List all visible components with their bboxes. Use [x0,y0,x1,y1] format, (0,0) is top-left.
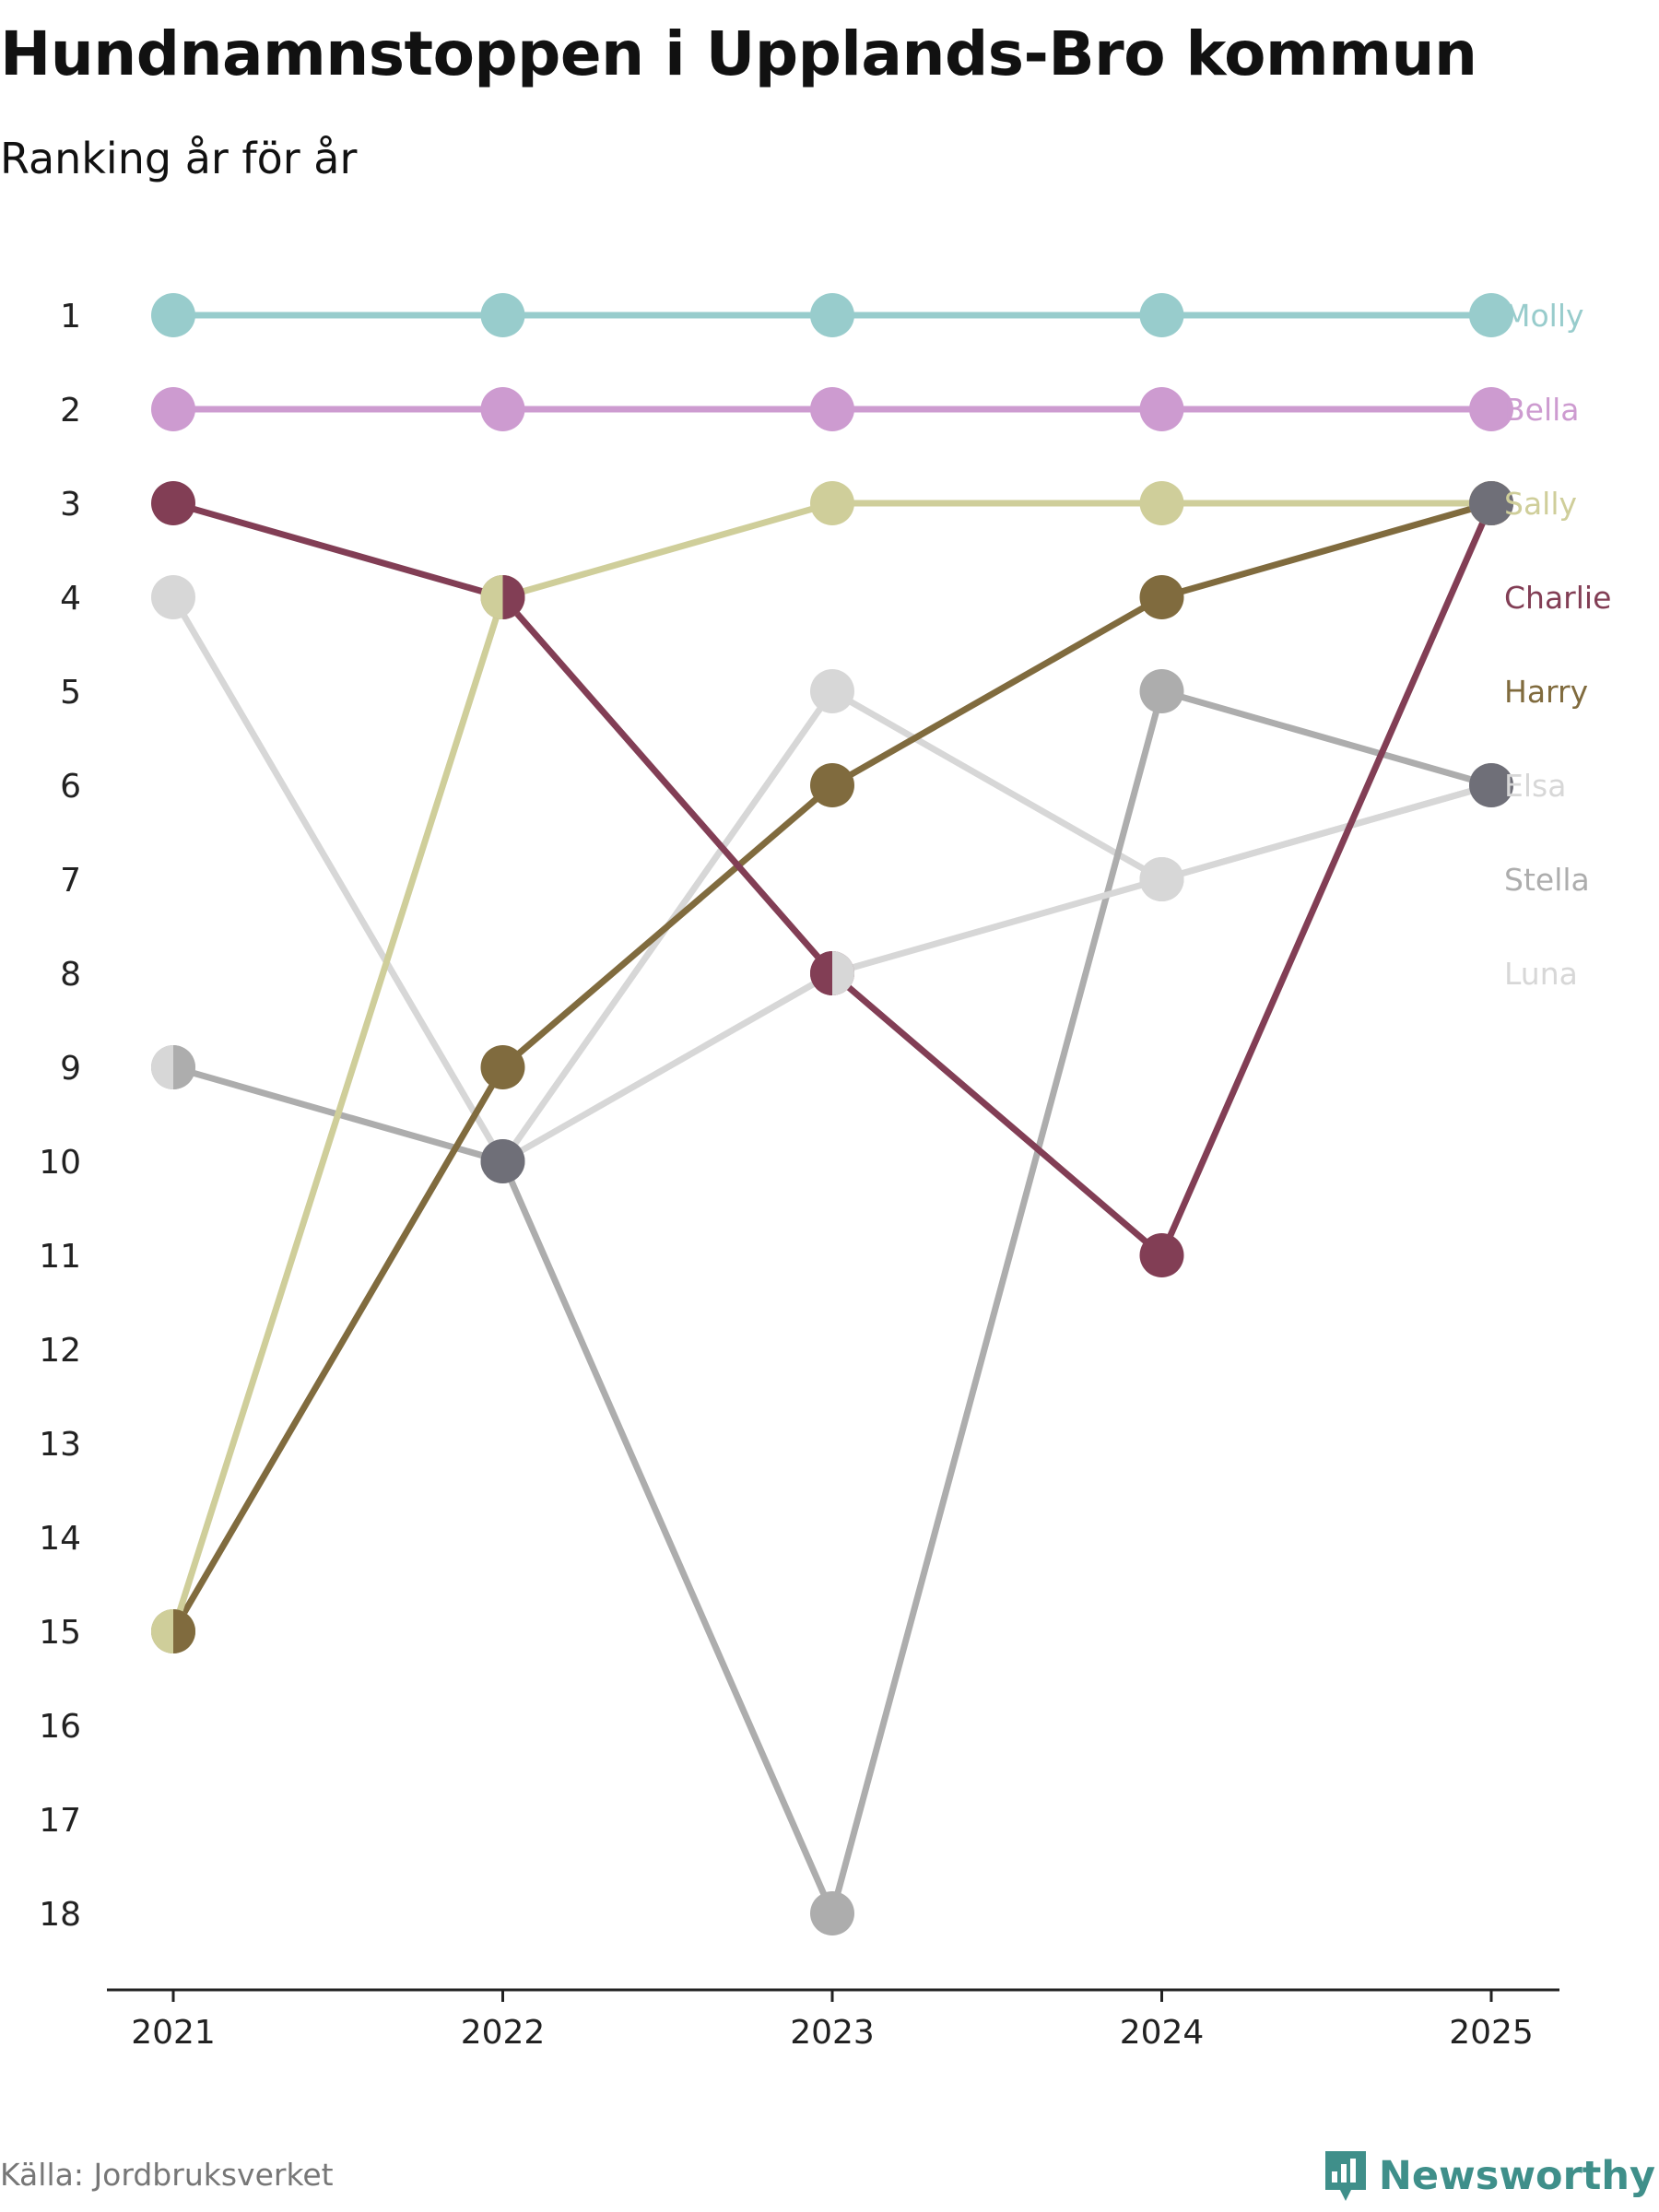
point-stella-2023 [810,1891,854,1936]
point-molly-2021 [151,293,195,337]
shared-point-2021-rank-9-right [173,1045,195,1089]
y-tick-label-2: 2 [60,392,81,429]
shared-point-2022-rank-10 [480,1139,525,1183]
shared-point-2023-rank-8-left [810,951,832,995]
point-sally-2023 [810,481,854,525]
y-tick-label-8: 8 [60,956,81,994]
x-tick-label-2023: 2023 [790,2014,875,2052]
y-tick-label-15: 15 [39,1614,81,1652]
y-tick-label-6: 6 [60,768,81,806]
x-tick-label-2022: 2022 [461,2014,546,2052]
y-tick-label-12: 12 [39,1332,81,1370]
series-line-charlie [170,500,1495,1259]
point-bella-2024 [1139,387,1184,431]
end-label-elsa: Elsa [1504,768,1566,804]
series-line-elsa [500,782,1495,1165]
bump-chart: Molly Bella Sally Charlie Harry Elsa Stella Lun… [39,293,1611,2052]
shared-point-2022-rank-4 [480,575,525,619]
point-molly-2025 [1469,293,1513,337]
x-tick-label-2024: 2024 [1120,2014,1205,2052]
shared-point-2021-rank-15-right [173,1609,195,1653]
y-tick-label-13: 13 [39,1426,81,1464]
source-note: Källa: Jordbruksverket [0,2157,334,2193]
point-charlie-2021 [151,481,195,525]
chart-title: Hundnamnstoppen i Upplands-Bro kommun [0,18,1477,89]
point-bella-2022 [480,387,525,431]
y-tick-label-7: 7 [60,862,81,900]
y-tick-label-16: 16 [39,1708,81,1746]
point-bella-2021 [151,387,195,431]
chart-subtitle: Ranking år för år [0,134,358,183]
end-label-harry: Harry [1504,674,1588,710]
shared-point-2021-rank-15 [151,1609,195,1653]
y-tick-label-3: 3 [60,486,81,524]
newsworthy-logo-icon [1324,2151,1366,2201]
y-tick-label-14: 14 [39,1520,81,1558]
point-harry-2024 [1139,575,1184,619]
shared-point-2023-rank-8-right [832,951,854,995]
end-label-bella: Bella [1504,392,1580,428]
series-line-stella [170,688,1495,1917]
point-harry-2022 [480,1045,525,1089]
shared-points [151,481,1513,1653]
point-molly-2022 [480,293,525,337]
shared-point-2022-rank-4-right [502,575,525,619]
y-tick-label-10: 10 [39,1144,81,1182]
point-bella-2023 [810,387,854,431]
shared-point-2023-rank-8 [810,951,854,995]
y-tick-label-11: 11 [39,1238,81,1276]
y-tick-label-17: 17 [39,1802,81,1840]
shared-point-2022-rank-4-left [480,575,503,619]
shared-point-2021-rank-9-left [151,1045,173,1089]
x-tick-label-2021: 2021 [131,2014,216,2052]
point-molly-2024 [1139,293,1184,337]
end-label-sally: Sally [1504,486,1577,522]
point-sally-2024 [1139,481,1184,525]
end-label-stella: Stella [1504,862,1590,898]
y-tick-label-1: 1 [60,298,81,335]
shared-point-2021-rank-9 [151,1045,195,1089]
end-label-luna: Luna [1504,956,1578,992]
brand-name: Newsworthy [1378,2153,1655,2199]
x-tick-label-2025: 2025 [1449,2014,1534,2052]
point-stella-2024 [1139,669,1184,713]
brand: Newsworthy [1322,2149,1655,2203]
point-molly-2023 [810,293,854,337]
series-end-labels: Molly Bella Sally Charlie Harry Elsa Stella Lun… [1504,298,1611,992]
shared-point-2021-rank-15-left [151,1609,173,1653]
end-label-charlie: Charlie [1504,580,1611,616]
point-luna-2021 [151,575,195,619]
y-tick-label-4: 4 [60,580,81,618]
point-luna-2023 [810,669,854,713]
end-label-molly: Molly [1504,298,1584,334]
shared-point-2024-rank-7 [1139,857,1184,901]
shared-point-2025-rank-6 [1469,763,1513,807]
y-tick-label-5: 5 [60,674,81,712]
shared-point-2025-rank-3 [1469,481,1513,525]
y-tick-label-9: 9 [60,1050,81,1088]
x-axis: 2021 2022 2023 2024 2025 [107,1988,1559,2052]
point-charlie-2024 [1139,1233,1184,1277]
point-bella-2025 [1469,387,1513,431]
series-points [151,293,1513,1936]
point-harry-2023 [810,763,854,807]
y-tick-label-18: 18 [39,1896,81,1934]
series-lines [170,312,1495,1917]
